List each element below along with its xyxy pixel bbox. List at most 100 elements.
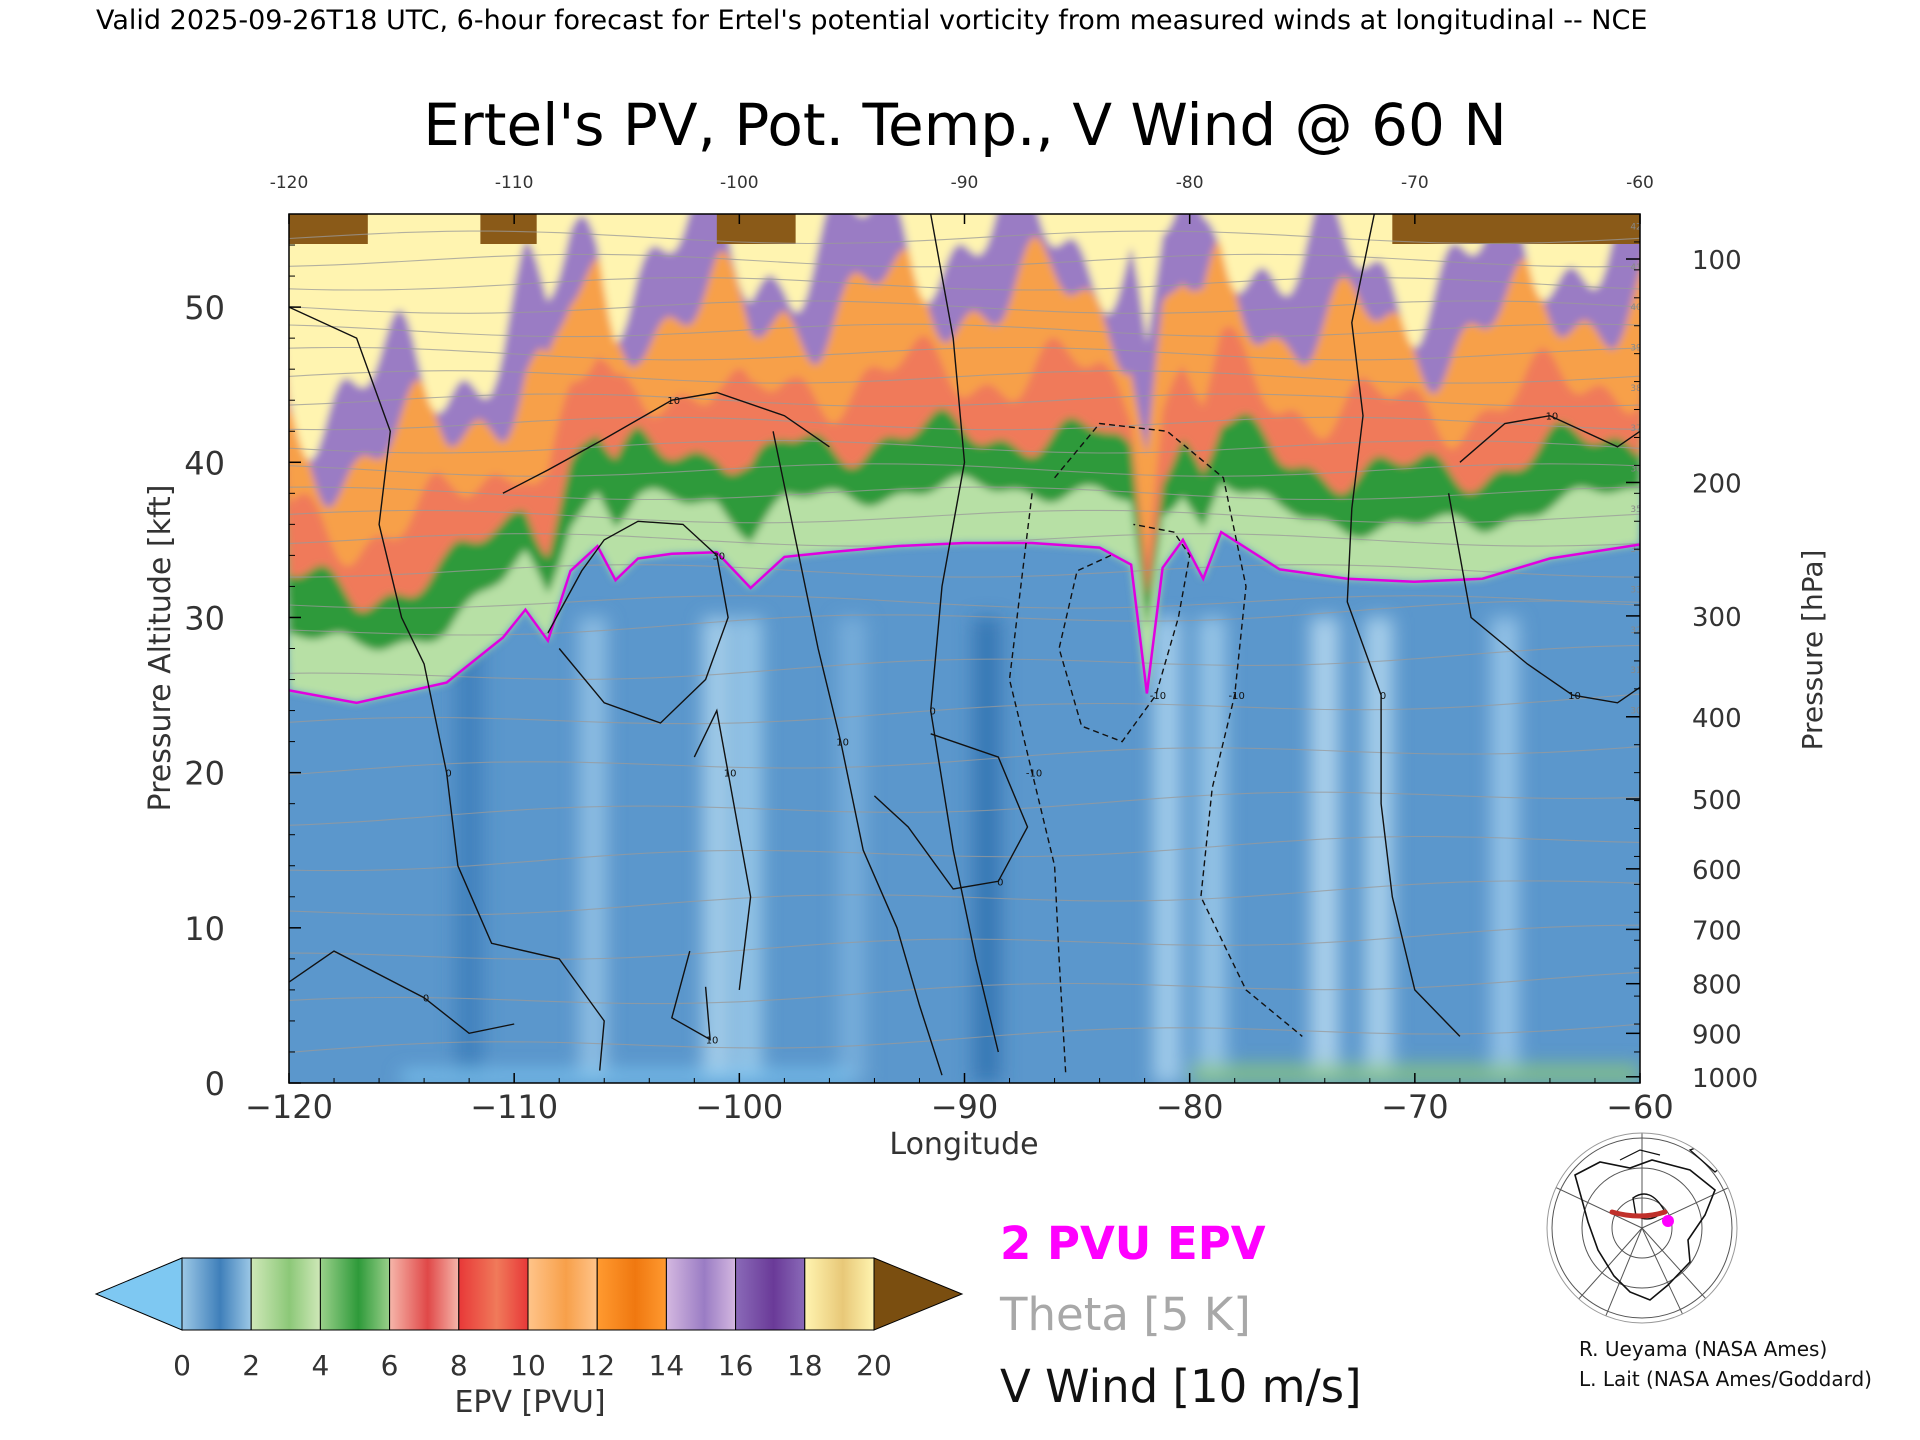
- v-wind-contour: [670, 950, 711, 1041]
- colorbar-bin: [527, 1257, 598, 1331]
- theta-line: [289, 791, 1640, 826]
- colorbar-bin: [804, 1257, 875, 1331]
- theta-line: [289, 440, 1640, 454]
- v-wind-contour-label: 10: [1546, 412, 1559, 423]
- theta-label: 300: [1630, 707, 1647, 717]
- legend-theta: Theta [5 K]: [999, 1288, 1251, 1341]
- pv-streak: [973, 617, 1002, 1083]
- colorbar: 0 2 4 6 8 10 12 14 16 18 20: [94, 1257, 964, 1382]
- theta-line: [289, 346, 1640, 361]
- colorbar-label: EPV [PVU]: [454, 1385, 605, 1420]
- colorbar-bin: [319, 1257, 391, 1331]
- colorbar-bin: [458, 1257, 529, 1331]
- theta-line: [289, 600, 1640, 636]
- x-top-tick-label: -120: [270, 173, 309, 193]
- colorbar-tick-label: 8: [450, 1349, 468, 1382]
- v-wind-contour: [1459, 414, 1640, 463]
- theta-line: [289, 564, 1640, 578]
- pressure-tick-label: 800: [1692, 971, 1742, 1001]
- y-tick-label: 30: [184, 599, 225, 637]
- v-wind-contour: [289, 306, 605, 1071]
- v-wind-contour-label: 10: [667, 396, 680, 407]
- v-wind-contour: [693, 708, 752, 990]
- x-top-tick-label: -80: [1176, 173, 1204, 193]
- theta-label: 380: [1630, 384, 1647, 394]
- theta-label: 330: [1630, 586, 1647, 596]
- v-wind-contour-label: -10: [1229, 691, 1245, 702]
- pv-over-20: [1392, 214, 1640, 244]
- v-wind-contour: [289, 950, 515, 1035]
- v-wind-contour: [502, 391, 830, 494]
- theta-line: [289, 300, 1640, 314]
- pv-streak: [837, 617, 866, 1083]
- colorbar-bin: [250, 1257, 321, 1331]
- theta-label: 370: [1630, 424, 1647, 434]
- colorbar-tick-label: 14: [649, 1349, 685, 1382]
- y-tick-label: 10: [184, 910, 225, 948]
- v-wind-contour: [929, 214, 999, 1053]
- legend-v-wind: V Wind [10 m/s]: [1000, 1360, 1362, 1413]
- v-wind-contour-label: 10: [836, 738, 849, 749]
- chart-title: Ertel's PV, Pot. Temp., V Wind @ 60 N: [423, 91, 1506, 159]
- colorbar-bin: [181, 1257, 252, 1331]
- pressure-tick-label: 600: [1692, 856, 1742, 886]
- x-axis-label: Longitude: [889, 1127, 1038, 1162]
- pressure-tick-label: 100: [1692, 246, 1742, 276]
- v-wind-contour-label: 10: [724, 769, 737, 780]
- x-tick-label: −90: [931, 1088, 999, 1126]
- v-wind-contour-label: 0: [997, 877, 1003, 888]
- theta-line: [289, 486, 1640, 501]
- y-tick-label: 50: [184, 289, 225, 327]
- pressure-tick-label: 1000: [1692, 1064, 1758, 1094]
- x-tick-label: −120: [245, 1088, 333, 1126]
- pv-streak: [1490, 617, 1519, 1083]
- theta-line: [289, 924, 1640, 960]
- pv-over-20: [289, 214, 368, 244]
- theta-line: [289, 693, 1640, 725]
- v-wind-contour-label: 0: [445, 769, 451, 780]
- v-wind-contour-label: 10: [1568, 691, 1581, 702]
- colorbar-tick-label: 6: [381, 1349, 399, 1382]
- pv-band: [289, 214, 1618, 461]
- theta-line: [289, 746, 1640, 776]
- colorbar-bin: [596, 1257, 667, 1331]
- pressure-tick-label: 200: [1692, 469, 1742, 499]
- v-wind-contour-label: 10: [706, 1036, 719, 1047]
- pv-streak: [1364, 617, 1393, 1083]
- colorbar-tick-label: 0: [173, 1349, 191, 1382]
- theta-label: 340: [1630, 545, 1647, 555]
- x-tick-label: −80: [1156, 1088, 1224, 1126]
- theta-line: [289, 416, 1640, 431]
- v-wind-contour-label: -10: [1150, 691, 1166, 702]
- colorbar-tick-label: 16: [718, 1349, 754, 1382]
- theta-line: [289, 230, 1640, 245]
- theta-line: [289, 277, 1640, 291]
- pressure-tick-label: 900: [1692, 1020, 1742, 1050]
- x-top-tick-label: -90: [951, 173, 979, 193]
- v-wind-contour-label: 0: [1380, 691, 1386, 702]
- x-tick-label: −70: [1381, 1088, 1449, 1126]
- v-wind-contour-label: 0: [423, 994, 429, 1005]
- y-axis-label-left: Pressure Altitude [kft]: [143, 485, 178, 812]
- colorbar-tick-label: 4: [311, 1349, 329, 1382]
- theta-line: [289, 323, 1640, 338]
- pv-streak: [455, 617, 484, 1083]
- v-wind-contour: [1346, 214, 1461, 1037]
- credit-line-1: R. Ueyama (NASA Ames): [1579, 1337, 1827, 1361]
- theta-label: 400: [1630, 303, 1647, 313]
- v-wind-contour-label: -10: [1026, 769, 1042, 780]
- plot-area: 300310320330340350360370380390400410420 …: [184, 173, 1758, 1126]
- x-top-tick-label: -110: [495, 173, 534, 193]
- x-top-tick-label: -70: [1401, 173, 1429, 193]
- colorbar-bin: [735, 1257, 806, 1331]
- theta-line: [289, 393, 1640, 407]
- colorbar-tick-label: 18: [787, 1349, 823, 1382]
- inset-marker-dot: [1662, 1215, 1674, 1227]
- colorbar-tick-label: 2: [242, 1349, 260, 1382]
- colorbar-tick-label: 10: [510, 1349, 546, 1382]
- pressure-tick-label: 500: [1692, 786, 1742, 816]
- v-wind-contour-label: 0: [930, 707, 936, 718]
- theta-line: [289, 644, 1640, 680]
- theta-label: 310: [1630, 666, 1647, 676]
- theta-label: 420: [1630, 222, 1647, 232]
